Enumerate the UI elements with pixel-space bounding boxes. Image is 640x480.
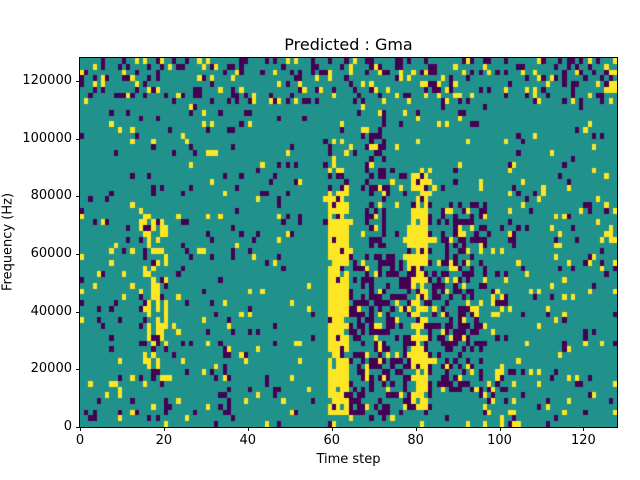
plot-area bbox=[79, 57, 618, 428]
y-tick-mark bbox=[76, 81, 80, 83]
y-axis-label: Frequency (Hz) bbox=[0, 192, 16, 292]
y-tick-mark bbox=[76, 311, 80, 313]
y-tick-label: 80000 bbox=[30, 188, 72, 204]
x-tick-mark bbox=[163, 427, 165, 431]
y-tick-mark bbox=[76, 427, 80, 428]
y-tick-label: 60000 bbox=[30, 246, 72, 262]
heatmap-canvas bbox=[80, 58, 617, 427]
y-tick-label: 20000 bbox=[30, 361, 72, 377]
x-tick-mark bbox=[80, 427, 81, 431]
x-tick-mark bbox=[415, 427, 417, 431]
x-tick-label: 60 bbox=[323, 433, 340, 448]
y-tick-mark bbox=[76, 369, 80, 371]
y-tick-label: 40000 bbox=[30, 303, 72, 319]
x-tick-mark bbox=[583, 427, 585, 431]
chart-title: Predicted : Gma bbox=[284, 35, 413, 54]
x-axis-label: Time step bbox=[316, 452, 381, 467]
x-tick-mark bbox=[247, 427, 249, 431]
x-tick-mark bbox=[499, 427, 501, 431]
x-tick-mark bbox=[331, 427, 333, 431]
x-tick-label: 100 bbox=[487, 433, 512, 448]
x-tick-label: 20 bbox=[155, 433, 173, 448]
y-tick-mark bbox=[76, 138, 80, 140]
y-tick-mark bbox=[76, 196, 80, 198]
x-tick-label: 80 bbox=[407, 433, 424, 448]
y-tick-label: 120000 bbox=[22, 73, 72, 89]
y-tick-mark bbox=[76, 254, 80, 256]
x-tick-label: 0 bbox=[75, 433, 85, 448]
y-tick-label: 0 bbox=[63, 419, 72, 434]
y-tick-label: 100000 bbox=[22, 130, 72, 146]
x-tick-label: 120 bbox=[571, 433, 596, 448]
x-tick-label: 40 bbox=[239, 433, 257, 448]
